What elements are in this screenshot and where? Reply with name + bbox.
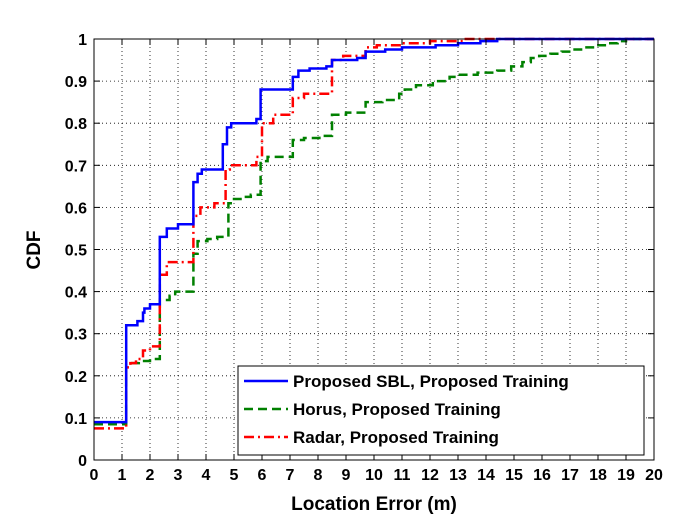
y-tick-label: 0.8: [65, 116, 87, 133]
x-tick-label: 16: [533, 467, 551, 484]
x-tick-label: 14: [477, 467, 495, 484]
x-tick-label: 6: [258, 467, 267, 484]
x-tick-label: 5: [230, 467, 239, 484]
y-tick-label: 0.5: [65, 243, 87, 260]
x-tick-label: 12: [421, 467, 439, 484]
y-tick-label: 0.4: [65, 285, 87, 302]
y-tick-label: 0.9: [65, 74, 87, 91]
series-layer: [94, 37, 654, 430]
legend-label-0: Proposed SBL, Proposed Training: [293, 372, 569, 391]
y-tick-label: 0.7: [65, 158, 87, 175]
series-line-1: [94, 37, 654, 426]
x-tick-label: 13: [449, 467, 467, 484]
y-tick-label: 0.6: [65, 200, 87, 217]
y-tick-label: 0.1: [65, 411, 87, 428]
x-tick-label: 18: [589, 467, 607, 484]
x-tick-label: 20: [645, 467, 663, 484]
x-tick-label: 11: [394, 467, 411, 484]
x-tick-label: 10: [365, 467, 383, 484]
legend-box: [237, 365, 645, 456]
x-tick-label: 17: [561, 467, 579, 484]
legend: Proposed SBL, Proposed Training Horus, Pr…: [237, 365, 645, 456]
x-tick-label: 15: [505, 467, 523, 484]
y-tick-label: 0.3: [65, 327, 87, 344]
x-tick-label: 4: [202, 467, 211, 484]
x-tick-label: 2: [146, 467, 155, 484]
y-tick-label: 1: [78, 32, 87, 49]
y-tick-label: 0.2: [65, 369, 87, 386]
x-tick-label: 3: [174, 467, 183, 484]
x-tick-label: 0: [90, 467, 99, 484]
series-line-2: [94, 37, 654, 430]
axis-ticks: 0 1 2 3 4 5 6 7 8 9 10 11 12 13 14 15 16 17 18 19 2000.10.20…: [65, 32, 663, 484]
series-line-0: [94, 37, 654, 424]
y-tick-label: 0: [78, 453, 87, 470]
x-tick-label: 19: [617, 467, 635, 484]
x-tick-label: 1: [118, 467, 127, 484]
x-tick-label: 7: [286, 467, 295, 484]
x-tick-label: 9: [342, 467, 351, 484]
legend-label-2: Radar, Proposed Training: [293, 428, 499, 447]
x-tick-label: 8: [314, 467, 323, 484]
x-axis-title: Location Error (m): [291, 494, 457, 515]
y-axis-title: CDF: [24, 230, 45, 269]
legend-label-1: Horus, Proposed Training: [293, 400, 501, 419]
